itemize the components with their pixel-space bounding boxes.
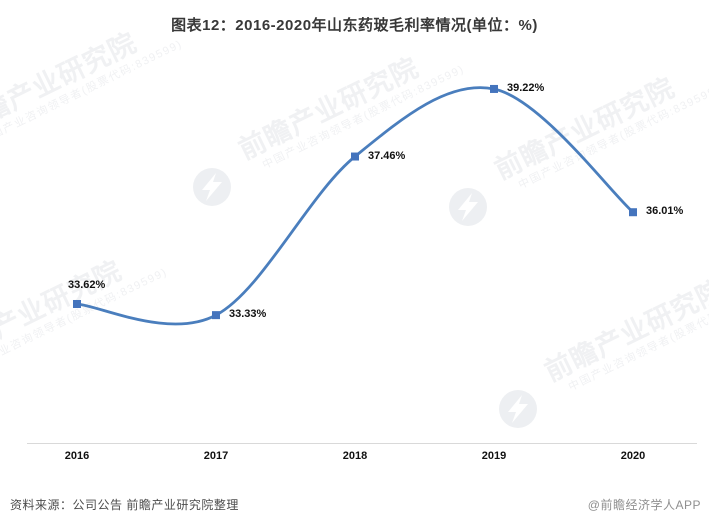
- chart-title: 图表12：2016-2020年山东药玻毛利率情况(单位：%): [171, 17, 538, 34]
- data-point-marker: [351, 152, 359, 161]
- data-point-marker: [490, 84, 498, 93]
- credit-note: @前瞻经济学人APP: [587, 498, 701, 512]
- data-point-marker: [73, 299, 81, 308]
- x-axis-label: 2016: [64, 450, 90, 462]
- data-point-label: 36.01%: [646, 205, 684, 218]
- x-axis-label: 2020: [620, 450, 646, 462]
- data-point-label: 37.46%: [368, 149, 406, 162]
- series-line: [75, 86, 635, 326]
- data-point-label: 33.33%: [229, 308, 267, 321]
- x-axis-label: 2018: [342, 450, 368, 462]
- x-axis-label: 2017: [203, 450, 229, 462]
- data-point-label: 33.62%: [68, 278, 106, 291]
- source-note: 资料来源：公司公告 前瞻产业研究院整理: [10, 498, 239, 512]
- data-point-marker: [629, 208, 637, 217]
- data-point-markers: [73, 84, 637, 320]
- data-point-marker: [212, 311, 220, 320]
- data-point-label: 39.22%: [507, 81, 545, 94]
- x-axis-label: 2019: [481, 450, 507, 462]
